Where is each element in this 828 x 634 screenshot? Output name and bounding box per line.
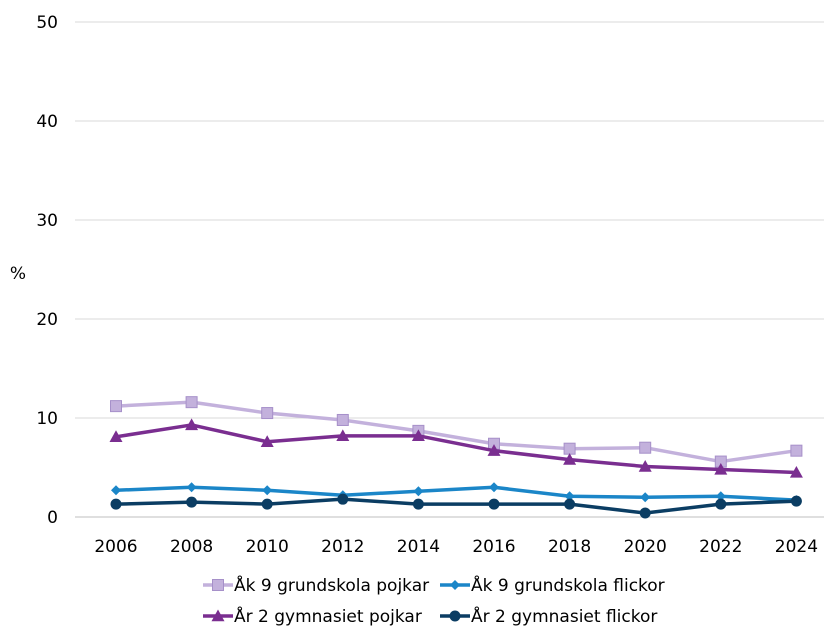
data-point xyxy=(110,400,122,413)
y-axis-ticks: 0 10 20 30 40 50 xyxy=(36,13,58,528)
data-point xyxy=(261,407,274,420)
legend-label: Åk 9 grundskola flickor xyxy=(471,574,665,596)
data-point xyxy=(260,435,274,447)
y-tick-label: 40 xyxy=(36,112,58,132)
legend-marker xyxy=(450,580,460,590)
data-point xyxy=(640,492,651,503)
y-tick-label: 0 xyxy=(47,508,58,528)
data-point xyxy=(564,498,576,510)
x-tick-label: 2010 xyxy=(246,537,289,557)
legend-item: Åk 9 grundskola flickor xyxy=(440,574,665,596)
data-point xyxy=(185,396,198,409)
x-tick-label: 2018 xyxy=(548,537,591,557)
series-3 xyxy=(110,493,802,519)
legend-item: Åk 9 grundskola pojkar xyxy=(203,574,429,596)
data-point xyxy=(639,441,652,454)
data-point xyxy=(563,453,577,465)
data-point xyxy=(109,430,123,443)
x-tick-label: 2012 xyxy=(321,537,364,557)
legend-label: Åk 9 grundskola pojkar xyxy=(234,574,429,596)
series-0 xyxy=(110,396,803,468)
x-tick-label: 2008 xyxy=(170,537,213,557)
legend-label: År 2 gymnasiet pojkar xyxy=(234,605,422,627)
legend-marker xyxy=(212,579,224,591)
data-point xyxy=(185,418,199,431)
data-point xyxy=(262,485,273,496)
data-point xyxy=(336,429,350,442)
data-point xyxy=(110,498,122,510)
data-point xyxy=(638,460,652,472)
x-tick-label: 2014 xyxy=(397,537,440,557)
x-tick-label: 2024 xyxy=(775,537,818,557)
data-point xyxy=(715,491,726,502)
data-point xyxy=(790,444,803,457)
data-point xyxy=(186,496,198,508)
data-point xyxy=(639,507,651,519)
data-point xyxy=(186,482,197,493)
x-tick-label: 2020 xyxy=(624,537,667,557)
data-point xyxy=(487,444,501,456)
x-tick-label: 2006 xyxy=(94,537,137,557)
legend-marker xyxy=(449,610,461,622)
y-tick-label: 50 xyxy=(36,13,58,33)
data-point xyxy=(714,462,728,475)
data-point xyxy=(412,498,424,510)
legend-marker xyxy=(211,609,225,622)
y-tick-label: 20 xyxy=(36,310,58,330)
data-point xyxy=(261,498,273,510)
series-line xyxy=(115,423,797,475)
y-tick-label: 30 xyxy=(36,211,58,231)
series-layer xyxy=(109,396,803,519)
data-point xyxy=(790,495,802,507)
data-point xyxy=(411,429,425,442)
data-point xyxy=(488,498,500,510)
data-point xyxy=(789,465,803,478)
legend-item: År 2 gymnasiet flickor xyxy=(440,605,657,627)
series-line xyxy=(115,497,797,515)
series-line xyxy=(115,400,797,464)
legend: Åk 9 grundskola pojkar Åk 9 grundskola fl… xyxy=(203,574,665,627)
gridlines xyxy=(75,21,824,419)
data-point xyxy=(563,442,576,455)
data-point xyxy=(337,493,349,505)
legend-label: År 2 gymnasiet flickor xyxy=(471,605,657,627)
data-point xyxy=(413,486,424,497)
x-tick-label: 2016 xyxy=(472,537,515,557)
data-point xyxy=(336,413,349,426)
y-axis-label: % xyxy=(10,264,26,284)
series-line xyxy=(115,485,797,502)
x-axis-ticks: 2006 2008 2010 2012 2014 2016 2018 2020 2022 2024 xyxy=(94,537,818,557)
data-point xyxy=(111,485,121,496)
data-point xyxy=(715,498,727,510)
legend-item: År 2 gymnasiet pojkar xyxy=(203,605,422,627)
y-tick-label: 10 xyxy=(36,409,58,429)
data-point xyxy=(489,482,499,493)
series-2 xyxy=(109,418,803,478)
data-point xyxy=(564,491,575,502)
x-tick-label: 2022 xyxy=(699,537,742,557)
